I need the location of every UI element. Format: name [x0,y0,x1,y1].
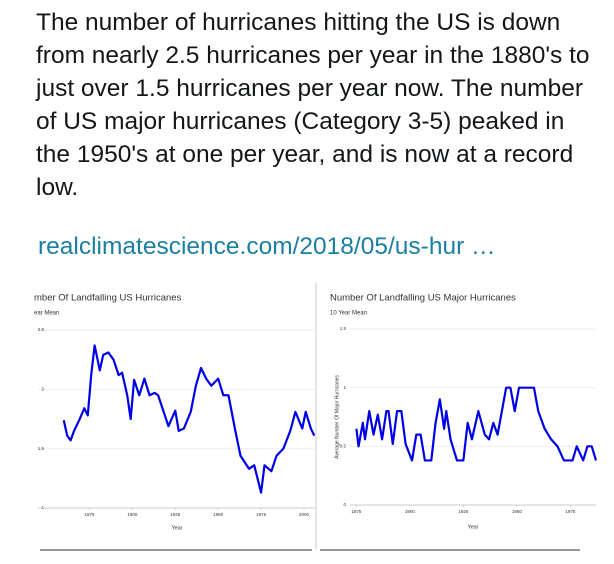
chart-frame [318,282,600,548]
x-tick-label: 1875 [84,512,95,517]
y-axis-label: Average Number Of Major Hurricanes [334,375,340,459]
y-tick-label: 0.5 [340,444,347,449]
data-line [355,386,598,462]
x-tick-label: 1925 [458,509,469,514]
x-axis-label: Year [467,524,478,530]
y-tick-label: 2 [41,387,44,392]
chart-title: Number Of Landfalling US Major Hurricane… [330,293,516,304]
x-tick-label: 1975 [256,512,267,517]
x-tick-label: 1950 [512,509,523,514]
x-tick-label: 2000 [299,512,310,517]
x-tick-label: 1875 [351,509,362,514]
y-tick-label: 1.5 [340,326,347,331]
y-tick-label: 0 [343,502,346,507]
y-tick-label: 1 [343,385,346,390]
x-tick-label: 1900 [405,509,416,514]
x-tick-label: 1900 [127,512,138,517]
x-axis-label: Year [171,525,182,531]
x-tick-label: 1925 [170,512,181,517]
y-tick-label: 1.5 [38,446,45,451]
chart: Number Of Landfalling US Major Hurricane… [330,293,598,530]
tweet-link[interactable]: realclimatescience.com/2018/05/us-hur … [38,233,496,260]
data-line [62,344,316,494]
chart-subtitle: 10 Year Mean [330,311,367,317]
x-tick-label: 1950 [213,512,224,517]
chart-title: mber Of Landfalling US Hurricanes [34,293,182,304]
x-tick-label: 1975 [565,509,576,514]
chart: mber Of Landfalling US Hurricanes ear Mea… [34,293,316,531]
tweet-text: The number of hurricanes hitting the US … [36,9,590,201]
chart-subtitle: ear Mean [34,311,59,317]
y-tick-label: 2.5 [38,327,45,332]
